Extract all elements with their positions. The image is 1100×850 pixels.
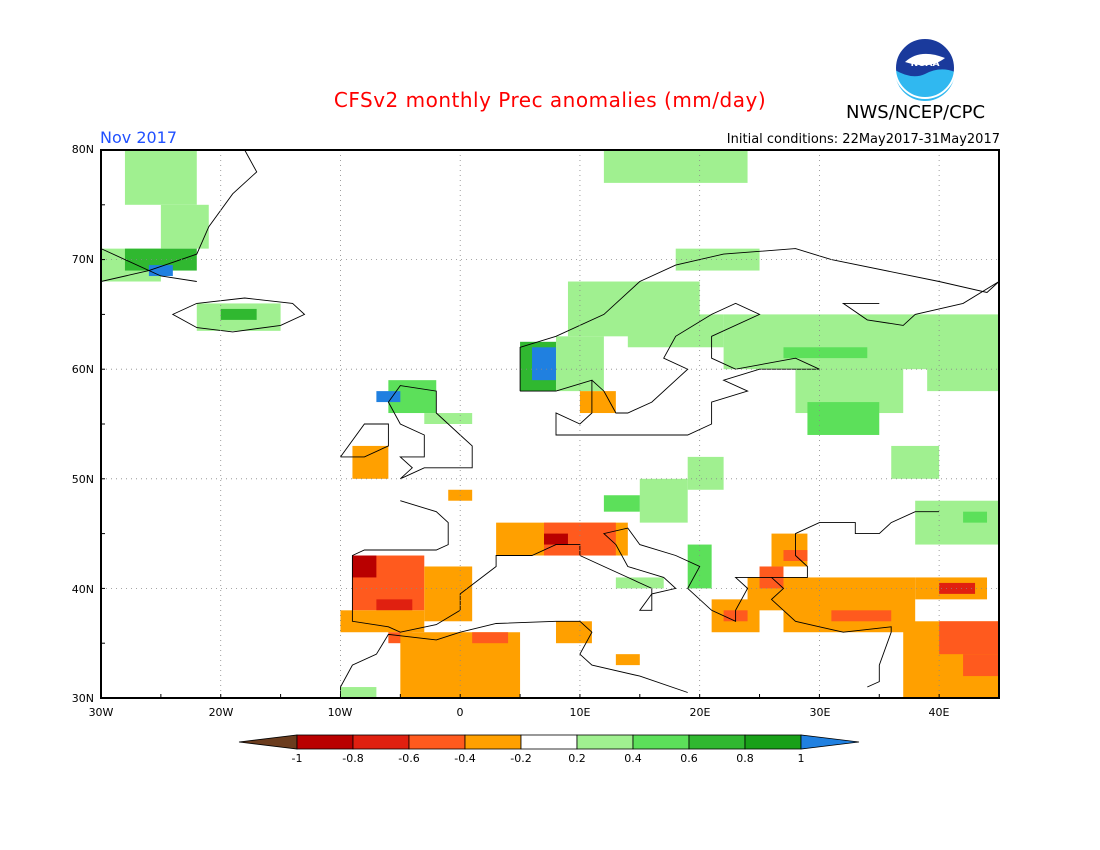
lon-label: 20E bbox=[689, 706, 711, 719]
anomaly-cell bbox=[603, 495, 640, 512]
anomaly-cell bbox=[352, 555, 377, 578]
anomaly-cells bbox=[101, 150, 999, 698]
colorbar-swatch bbox=[576, 734, 634, 750]
anomaly-cell bbox=[675, 248, 760, 271]
anomaly-cell bbox=[579, 391, 616, 414]
coastline bbox=[340, 423, 389, 458]
anomaly-cell bbox=[544, 533, 568, 545]
colorbar-label: 0.2 bbox=[568, 752, 586, 765]
colorbar-label: 0.4 bbox=[624, 752, 642, 765]
anomaly-cell bbox=[424, 566, 473, 622]
anomaly-cell bbox=[687, 456, 724, 490]
lat-label: 50N bbox=[71, 473, 94, 486]
valid-month: Nov 2017 bbox=[100, 128, 178, 147]
colorbar-swatch bbox=[632, 734, 690, 750]
anomaly-cell bbox=[340, 610, 425, 633]
colorbar-label: -1 bbox=[291, 752, 303, 765]
lon-label: 40E bbox=[928, 706, 950, 719]
lat-label: 80N bbox=[71, 143, 94, 156]
coastline bbox=[770, 577, 892, 688]
svg-text:NOAA: NOAA bbox=[911, 59, 940, 69]
anomaly-cell bbox=[472, 632, 509, 644]
colorbar-swatch bbox=[744, 734, 802, 750]
anomaly-cell bbox=[124, 150, 197, 205]
anomaly-cell bbox=[891, 445, 940, 479]
agency-label: NWS/NCEP/CPC bbox=[846, 102, 986, 123]
lon-label: 20W bbox=[208, 706, 234, 719]
colorbar-swatch bbox=[520, 734, 578, 750]
colorbar-swatch bbox=[296, 734, 354, 750]
anomaly-cell bbox=[124, 248, 197, 271]
colorbar-label: 0.6 bbox=[680, 752, 698, 765]
coastline bbox=[171, 297, 306, 333]
anomaly-cell bbox=[220, 308, 257, 320]
lon-label: 30E bbox=[809, 706, 831, 719]
anomaly-cell bbox=[532, 347, 556, 381]
map-frame bbox=[100, 149, 1000, 699]
colorbar-label: 1 bbox=[797, 752, 805, 765]
anomaly-cell bbox=[783, 577, 916, 633]
colorbar-label: -0.2 bbox=[510, 752, 532, 765]
colorbar-label: 0.8 bbox=[736, 752, 754, 765]
colorbar-arrow-low bbox=[238, 734, 298, 750]
anomaly-cell bbox=[639, 478, 688, 523]
anomaly-cell bbox=[388, 632, 413, 644]
colorbar-swatch bbox=[688, 734, 746, 750]
anomaly-cell bbox=[927, 358, 999, 392]
anomaly-cell bbox=[963, 511, 988, 523]
coastline bbox=[519, 248, 1000, 392]
anomaly-cell bbox=[963, 654, 999, 677]
lat-label: 30N bbox=[71, 692, 94, 705]
colorbar-swatch bbox=[408, 734, 466, 750]
colorbar-label: -0.6 bbox=[398, 752, 420, 765]
anomaly-cell bbox=[615, 654, 640, 666]
lat-label: 60N bbox=[71, 363, 94, 376]
coastlines bbox=[100, 149, 1000, 698]
anomaly-cell bbox=[352, 445, 389, 479]
anomaly-cell bbox=[160, 204, 209, 249]
colorbar-label: -0.8 bbox=[342, 752, 364, 765]
coastline bbox=[591, 302, 820, 414]
lat-label: 40N bbox=[71, 583, 94, 596]
colorbar bbox=[238, 734, 860, 750]
colorbar-swatch bbox=[464, 734, 522, 750]
lon-label: 10W bbox=[327, 706, 353, 719]
lon-label: 0 bbox=[456, 706, 464, 719]
lon-label: 10E bbox=[569, 706, 591, 719]
anomaly-cell bbox=[807, 402, 880, 435]
anomaly-cell bbox=[424, 413, 473, 424]
colorbar-label: -0.4 bbox=[454, 752, 476, 765]
lat-label: 70N bbox=[71, 253, 94, 266]
colorbar-swatch bbox=[352, 734, 410, 750]
anomaly-cell bbox=[340, 687, 377, 698]
anomaly-cell bbox=[831, 610, 892, 622]
anomaly-cell bbox=[148, 265, 173, 277]
coastline bbox=[351, 500, 940, 633]
anomaly-cell bbox=[555, 336, 604, 392]
coastline bbox=[520, 368, 820, 436]
anomaly-cell bbox=[376, 391, 401, 403]
coastline bbox=[100, 248, 197, 282]
chart-title: CFSv2 monthly Prec anomalies (mm/day) bbox=[333, 88, 767, 112]
initial-conditions: Initial conditions: 22May2017-31May2017 bbox=[726, 132, 1000, 147]
anomaly-cell bbox=[939, 582, 976, 594]
colorbar-arrow-high bbox=[800, 734, 860, 750]
noaa-logo-icon: NOAA bbox=[894, 37, 956, 102]
coastline bbox=[340, 620, 688, 698]
lon-label: 30W bbox=[88, 706, 114, 719]
coastline bbox=[387, 385, 473, 480]
anomaly-cell bbox=[376, 599, 413, 611]
anomaly-cell bbox=[627, 314, 724, 348]
anomaly-cell bbox=[783, 347, 868, 359]
coastline bbox=[841, 281, 1000, 326]
anomaly-cell bbox=[939, 621, 999, 655]
anomaly-cell bbox=[603, 150, 748, 183]
anomaly-cell bbox=[555, 621, 592, 644]
